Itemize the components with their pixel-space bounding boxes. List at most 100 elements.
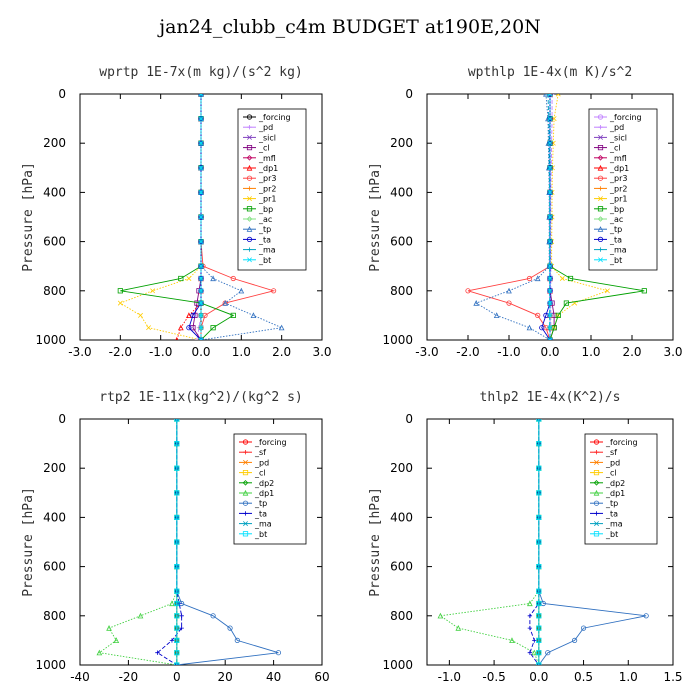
data-point [230,275,236,282]
data-point [547,288,553,294]
y-tick-label: 800 [390,609,413,623]
data-point [198,94,204,97]
x-tick-label: -1.0 [438,670,461,684]
data-point [539,325,545,331]
data-point [534,275,541,282]
legend-marker [247,196,252,202]
x-tick-label: 0 [173,670,181,684]
data-point [117,300,123,306]
legend-marker [597,114,604,120]
legend-entry: _ac [609,215,623,224]
legend: _forcing_pd_sicl_cl_mfl_dp1_pr3_pr2_pr1_… [237,108,307,271]
legend-marker [246,206,253,212]
data-point [238,287,245,294]
x-tick-label: 1.5 [663,670,682,684]
series-group [96,419,282,665]
legend-entry: _ta [254,509,267,518]
legend-marker [598,125,603,130]
y-axis-label: Pressure [hPa] [368,487,383,597]
legend-marker [598,134,603,140]
data-point [536,662,542,665]
legend-entry: _tp [605,499,618,508]
data-point [546,141,552,146]
data-point [547,239,553,245]
data-point [174,662,180,665]
legend-marker [242,469,249,476]
x-tick-label: 1.0 [619,670,638,684]
data-point [174,588,180,594]
legend-marker [594,521,599,527]
data-point [198,165,204,171]
legend-marker [247,186,252,191]
chart-panel: wpthlp 1E-4x(m K)/s^2 Pressure [hPa] -3.0 -… [368,65,683,359]
legend-marker [597,164,604,171]
data-point [198,337,204,340]
data-point [527,600,533,607]
data-point [198,288,204,294]
data-point [509,637,515,643]
x-tick-label: -3.0 [68,345,91,359]
x-tick-label: 3.0 [312,345,331,359]
legend-entry: _pd [605,458,620,467]
data-point [547,214,553,220]
legend-marker [247,257,252,263]
data-point [536,440,542,447]
y-tick-label: 400 [390,185,413,199]
y-tick-label: 200 [390,461,413,475]
legend-entry: _ta [609,235,622,244]
data-point [198,276,204,281]
legend-marker [597,236,604,242]
data-point [536,625,542,631]
legend-marker [598,257,603,263]
x-tick-label: -3.0 [415,345,438,359]
data-point [113,637,120,643]
y-tick-label: 800 [43,284,66,298]
data-point [563,300,570,306]
y-tick-label: 1000 [35,658,66,672]
data-point [198,239,204,245]
legend-entry: _bt [605,530,618,539]
y-tick-label: 600 [43,235,66,249]
data-point [526,324,533,331]
data-point [547,263,553,269]
x-tick-label: -2.0 [109,345,132,359]
series-line [475,94,551,340]
y-tick-label: 0 [58,412,66,426]
data-point [179,613,184,618]
data-point [278,324,285,331]
legend-marker [593,500,600,506]
legend-entry: _dp1 [258,164,278,173]
legend-marker [597,175,604,181]
data-point [138,312,143,318]
chart-panel: wprtp 1E-7x(m kg)/(s^2 kg) Pressure [hPa]… [21,65,332,359]
data-point [437,612,444,619]
chart-panel: thlp2 1E-4x(K^2)/s Pressure [hPa] -1.0 -0.5… [368,390,683,684]
legend-marker [593,439,600,445]
y-tick-label: 1000 [382,658,413,672]
series-group [465,94,647,340]
series-line [119,94,202,340]
legend-entry: _forcing [609,113,642,122]
legend-marker [246,164,253,171]
y-tick-label: 400 [43,510,66,524]
x-tick-label: 60 [314,670,329,684]
x-tick-label: 40 [266,670,281,684]
data-point [150,288,156,294]
data-point [174,539,180,545]
legend-marker [594,459,599,465]
data-point [198,325,204,331]
legend-marker [247,247,252,252]
data-point [506,300,512,306]
data-point [146,325,152,331]
legend-entry: _dp1 [254,489,274,498]
data-point [536,650,542,656]
plot-frame [426,418,674,666]
data-point [106,625,112,631]
legend-entry: _ma [605,520,623,529]
data-point [536,490,542,496]
data-point [536,419,542,422]
x-tick-label: 20 [218,670,233,684]
y-axis-label: Pressure [hPa] [21,162,36,272]
x-tick-label: -2.0 [456,345,479,359]
panel-title: wprtp 1E-7x(m kg)/(s^2 kg) [99,65,303,80]
